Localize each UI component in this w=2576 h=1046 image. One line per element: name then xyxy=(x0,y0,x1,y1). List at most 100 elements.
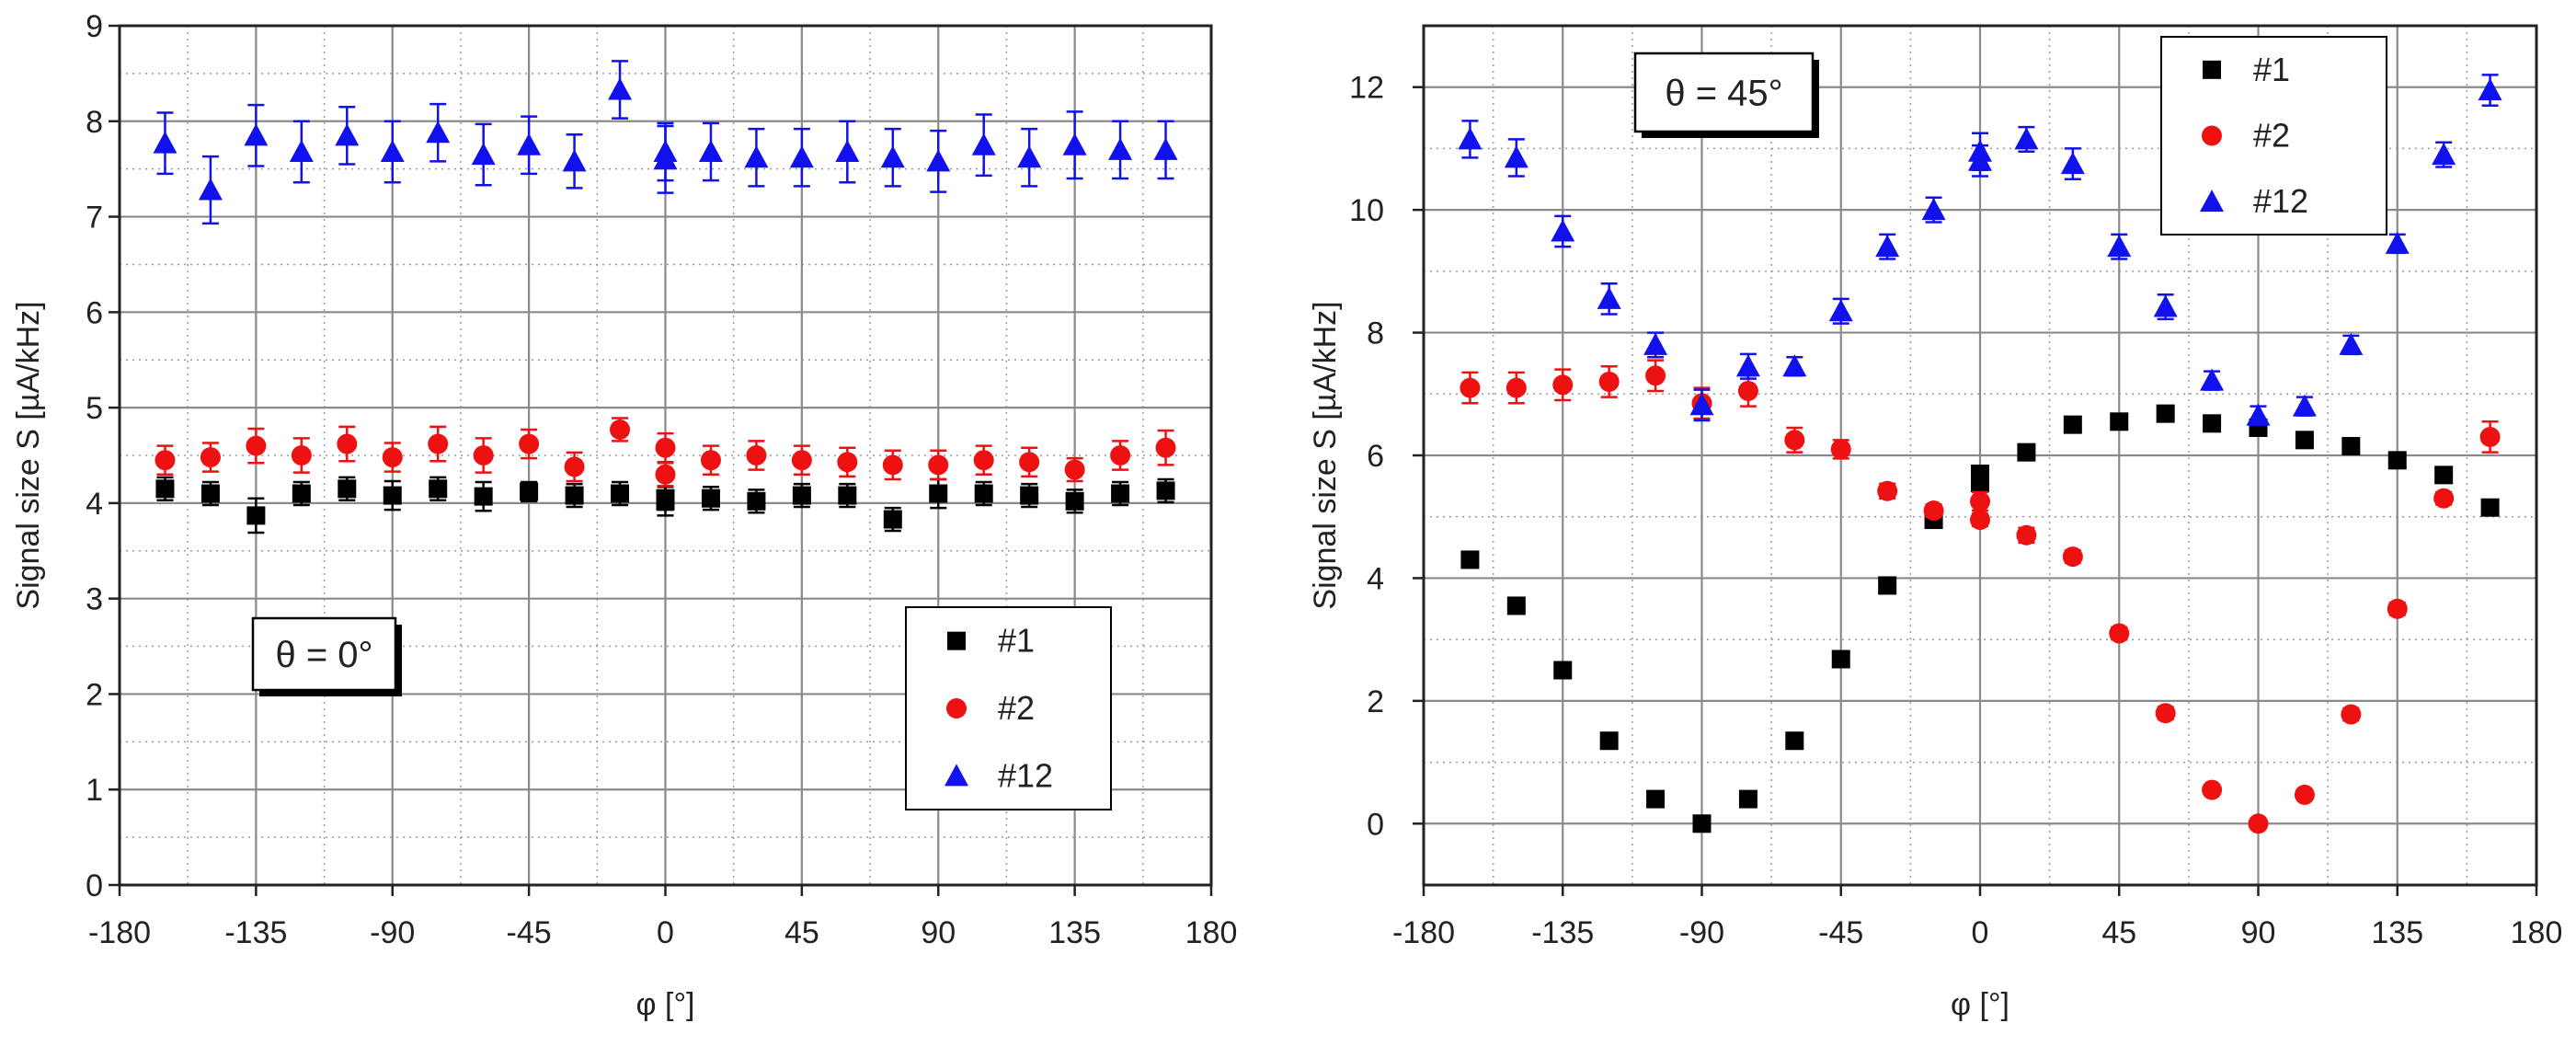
x-tick-label: -180 xyxy=(1392,915,1455,950)
annotation-text: θ = 45° xyxy=(1665,74,1782,114)
data-point xyxy=(653,147,678,170)
y-tick-label: 7 xyxy=(86,201,103,236)
y-tick-label: 0 xyxy=(1367,807,1384,842)
data-point xyxy=(1504,145,1528,168)
data-point xyxy=(1921,198,1946,221)
data-point xyxy=(2341,436,2361,455)
x-tick-label: 45 xyxy=(2101,915,2136,950)
data-point xyxy=(2060,152,2085,175)
data-point xyxy=(2295,431,2314,450)
data-point xyxy=(789,145,814,168)
data-point xyxy=(1735,354,1760,377)
legend-label: #12 xyxy=(2253,182,2308,220)
data-point xyxy=(792,486,811,505)
x-tick-label: -135 xyxy=(224,915,287,950)
y-axis-title: Signal size S [µA/kHz] xyxy=(11,301,46,609)
data-point xyxy=(473,445,494,466)
data-point xyxy=(2110,412,2129,431)
x-tick-label: 0 xyxy=(1972,915,1989,950)
data-point xyxy=(2387,451,2407,470)
data-point xyxy=(2107,235,2132,258)
data-point xyxy=(2433,488,2455,509)
data-point xyxy=(1065,491,1084,511)
data-point xyxy=(2200,368,2225,391)
data-point xyxy=(1785,731,1804,751)
data-point xyxy=(1062,132,1087,155)
x-tick-label: -45 xyxy=(1818,915,1863,950)
data-point xyxy=(2434,466,2454,485)
x-axis-title: φ [°] xyxy=(1951,987,2009,1022)
data-point xyxy=(1551,219,1575,242)
data-point xyxy=(1552,374,1574,396)
data-point xyxy=(1020,486,1039,505)
data-point xyxy=(747,491,766,511)
data-point xyxy=(2063,415,2082,434)
legend-label: #1 xyxy=(2253,51,2290,88)
data-point xyxy=(1645,365,1666,386)
x-tick-label: -180 xyxy=(88,915,151,950)
x-tick-label: -90 xyxy=(370,915,415,950)
data-point xyxy=(338,479,357,499)
x-axis-title: φ [°] xyxy=(636,987,695,1022)
data-point xyxy=(1506,596,1526,615)
data-point xyxy=(2062,546,2083,568)
data-point xyxy=(1878,576,1897,595)
data-point xyxy=(1108,137,1133,160)
data-point xyxy=(929,484,948,503)
data-point xyxy=(562,149,587,172)
data-point xyxy=(474,487,493,506)
data-point xyxy=(1737,380,1758,401)
legend-label: #2 xyxy=(2253,117,2290,155)
data-point xyxy=(1877,480,1898,501)
legend-marker xyxy=(946,698,967,718)
data-point xyxy=(1155,437,1176,458)
data-point xyxy=(1506,377,1527,398)
data-point xyxy=(519,433,540,454)
data-point xyxy=(1646,789,1666,809)
data-point xyxy=(2246,403,2271,426)
data-point xyxy=(1017,145,1042,168)
legend: #1 #2 #12 xyxy=(2160,36,2387,236)
legend-marker xyxy=(2202,125,2222,146)
y-tick-label: 4 xyxy=(1367,561,1384,596)
y-tick-label: 2 xyxy=(86,677,103,712)
series-n1 xyxy=(1460,404,2500,833)
data-point xyxy=(2203,414,2222,433)
data-point xyxy=(1153,137,1178,160)
data-point xyxy=(1156,481,1175,500)
x-tick-label: 90 xyxy=(921,915,956,950)
data-point xyxy=(383,486,402,505)
data-point xyxy=(2109,623,2130,644)
data-point xyxy=(564,456,585,477)
y-tick-label: 8 xyxy=(86,105,103,140)
data-point xyxy=(246,435,267,456)
legend-label: #2 xyxy=(998,689,1035,727)
data-point xyxy=(1738,789,1757,809)
data-point xyxy=(1111,484,1130,503)
y-tick-label: 1 xyxy=(86,773,103,808)
annotation-box xyxy=(251,616,397,692)
data-point xyxy=(791,450,812,471)
y-tick-label: 2 xyxy=(1367,684,1384,719)
data-point xyxy=(973,450,994,471)
data-point xyxy=(838,486,857,505)
data-point xyxy=(200,447,221,468)
legend-label: #1 xyxy=(998,622,1035,660)
legend-marker xyxy=(2200,190,2224,213)
data-point xyxy=(289,139,314,162)
x-tick-label: 90 xyxy=(2241,915,2276,950)
data-point xyxy=(426,121,451,144)
x-tick-label: 180 xyxy=(1185,915,1238,950)
y-tick-label: 6 xyxy=(1367,439,1384,474)
data-point xyxy=(2479,426,2501,447)
data-point xyxy=(974,484,993,503)
data-point xyxy=(1971,465,1989,484)
x-tick-label: 135 xyxy=(2371,915,2423,950)
x-tick-label: 135 xyxy=(1048,915,1101,950)
series-n1 xyxy=(155,476,1175,534)
data-point xyxy=(200,484,220,503)
y-tick-label: 5 xyxy=(86,391,103,426)
data-point xyxy=(1599,731,1619,751)
